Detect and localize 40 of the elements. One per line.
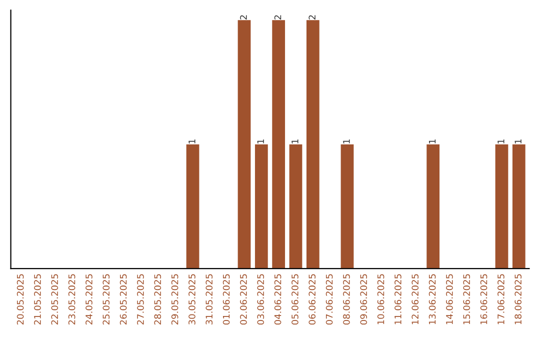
data-label: 1	[428, 139, 436, 144]
data-label: 1	[498, 139, 504, 144]
x-tick-label: 12.06.2025	[412, 274, 419, 324]
x-tick-label: 28.05.2025	[154, 274, 162, 324]
x-tick-label: 31.05.2025	[206, 274, 213, 324]
x-tick-label: 11.06.2025	[394, 274, 402, 324]
x-tick-label: 22.05.2025	[51, 274, 58, 324]
data-label: 1	[514, 139, 522, 144]
data-label: 1	[257, 139, 264, 144]
data-label: 1	[343, 139, 350, 144]
x-tick-label: 18.06.2025	[514, 274, 522, 324]
x-tick-label: 15.06.2025	[463, 274, 470, 324]
x-tick-label: 21.05.2025	[34, 274, 41, 324]
x-tick-label: 03.06.2025	[257, 274, 264, 325]
x-tick-label: 01.06.2025	[222, 274, 230, 325]
x-tick-label: 30.05.2025	[188, 274, 196, 324]
data-label: 2	[274, 15, 282, 20]
x-tick-label: 08.06.2025	[343, 274, 350, 325]
x-tick-label: 27.05.2025	[137, 274, 144, 324]
x-tick-label: 13.06.2025	[428, 274, 436, 324]
x-tick-label: 10.06.2025	[377, 274, 384, 324]
x-tick-label: 29.05.2025	[171, 274, 178, 324]
x-tick-label: 02.06.2025	[240, 274, 247, 325]
x-tick-label: 17.06.2025	[498, 274, 504, 324]
x-tick-label: 07.06.2025	[326, 274, 333, 325]
x-tick-label: 16.06.2025	[480, 274, 488, 324]
data-label: 2	[308, 15, 316, 20]
data-label: 2	[240, 15, 247, 20]
x-tick-label: 20.05.2025	[16, 274, 24, 324]
x-tick-label: 04.06.2025	[274, 274, 282, 325]
x-tick-label: 06.06.2025	[308, 274, 316, 325]
x-tick-label: 05.06.2025	[292, 274, 298, 325]
x-tick-label: 25.05.2025	[102, 274, 110, 324]
x-tick-label: 23.05.2025	[68, 274, 76, 324]
data-label: 1	[292, 139, 298, 144]
x-tick-label: 26.05.2025	[120, 274, 127, 324]
x-tick-label: 09.06.2025	[360, 274, 368, 325]
x-tick-label: 24.05.2025	[86, 274, 92, 324]
x-tick-label: 14.06.2025	[446, 274, 453, 324]
data-label: 1	[188, 139, 196, 144]
